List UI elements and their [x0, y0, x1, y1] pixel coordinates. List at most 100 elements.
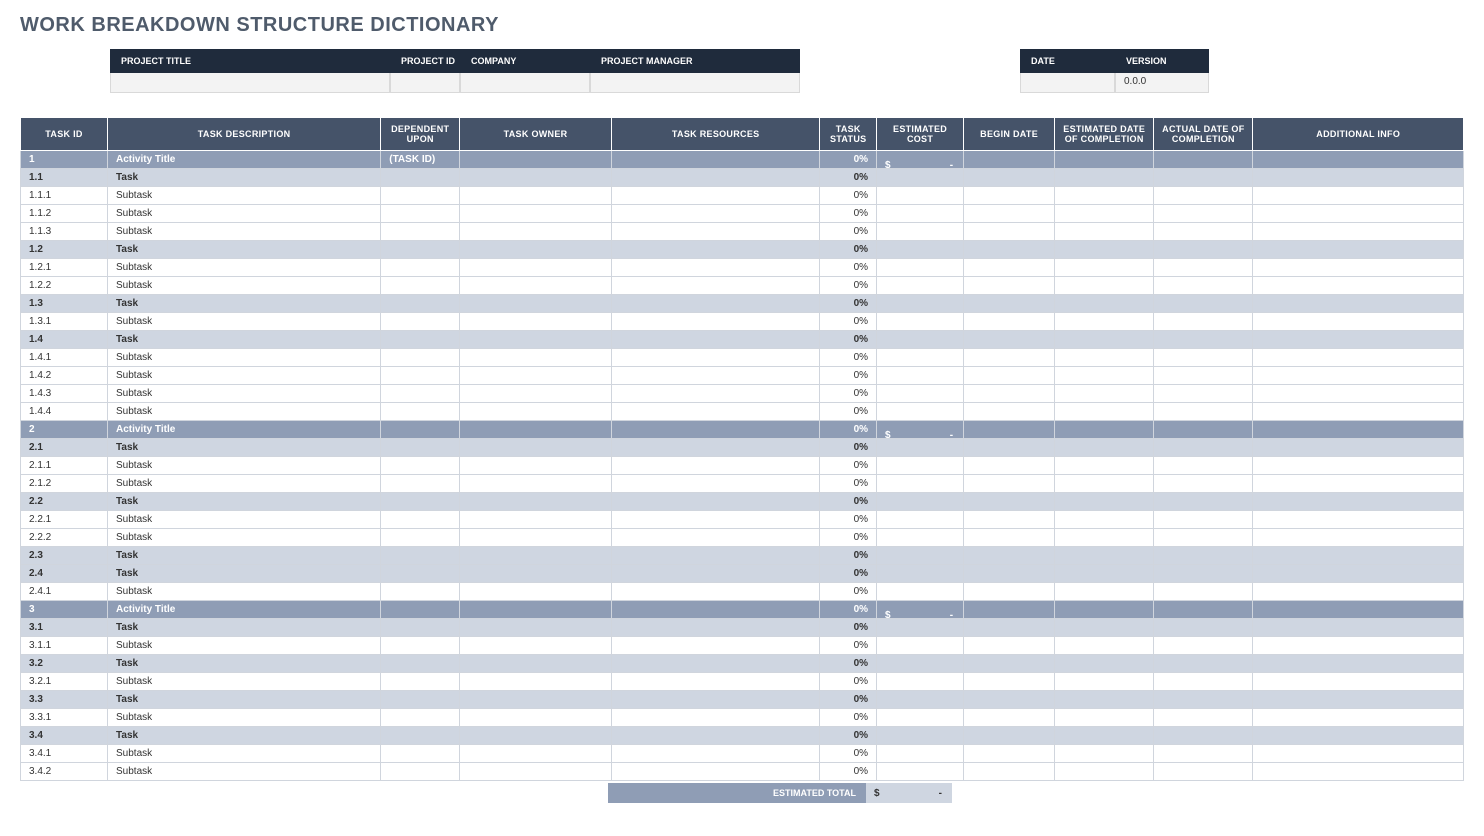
- additional-info-cell[interactable]: [1253, 349, 1464, 367]
- task-owner-cell[interactable]: [460, 421, 612, 439]
- estimated-cost-cell[interactable]: [877, 529, 964, 547]
- task-status-cell[interactable]: 0%: [820, 565, 877, 583]
- begin-date-cell[interactable]: [964, 583, 1055, 601]
- task-owner-cell[interactable]: [460, 295, 612, 313]
- additional-info-cell[interactable]: [1253, 295, 1464, 313]
- begin-date-cell[interactable]: [964, 709, 1055, 727]
- dependent-upon-cell[interactable]: [381, 565, 460, 583]
- estimated-cost-cell[interactable]: [877, 511, 964, 529]
- begin-date-cell[interactable]: [964, 655, 1055, 673]
- task-id-cell[interactable]: 2.2: [21, 493, 108, 511]
- additional-info-cell[interactable]: [1253, 547, 1464, 565]
- task-description-cell[interactable]: Task: [108, 619, 381, 637]
- begin-date-cell[interactable]: [964, 151, 1055, 169]
- task-description-cell[interactable]: Task: [108, 169, 381, 187]
- begin-date-cell[interactable]: [964, 619, 1055, 637]
- task-description-cell[interactable]: Subtask: [108, 367, 381, 385]
- task-id-cell[interactable]: 3.4.1: [21, 745, 108, 763]
- begin-date-cell[interactable]: [964, 367, 1055, 385]
- est-completion-cell[interactable]: [1055, 511, 1154, 529]
- estimated-cost-cell[interactable]: [877, 727, 964, 745]
- begin-date-cell[interactable]: [964, 601, 1055, 619]
- task-owner-cell[interactable]: [460, 763, 612, 781]
- task-owner-cell[interactable]: [460, 403, 612, 421]
- task-description-cell[interactable]: Task: [108, 727, 381, 745]
- table-row[interactable]: 3.2Task0%: [21, 655, 1464, 673]
- task-status-cell[interactable]: 0%: [820, 439, 877, 457]
- actual-completion-cell[interactable]: [1154, 583, 1253, 601]
- task-id-cell[interactable]: 1.1: [21, 169, 108, 187]
- task-description-cell[interactable]: Activity Title: [108, 601, 381, 619]
- task-resources-cell[interactable]: [611, 763, 819, 781]
- begin-date-cell[interactable]: [964, 565, 1055, 583]
- task-owner-cell[interactable]: [460, 727, 612, 745]
- task-status-cell[interactable]: 0%: [820, 673, 877, 691]
- est-completion-cell[interactable]: [1055, 655, 1154, 673]
- dependent-upon-cell[interactable]: [381, 187, 460, 205]
- task-owner-cell[interactable]: [460, 277, 612, 295]
- table-row[interactable]: 1.4Task0%: [21, 331, 1464, 349]
- task-description-cell[interactable]: Subtask: [108, 223, 381, 241]
- info-cell-value[interactable]: [390, 73, 460, 93]
- dependent-upon-cell[interactable]: [381, 403, 460, 421]
- task-status-cell[interactable]: 0%: [820, 187, 877, 205]
- actual-completion-cell[interactable]: [1154, 349, 1253, 367]
- actual-completion-cell[interactable]: [1154, 493, 1253, 511]
- task-id-cell[interactable]: 3.1: [21, 619, 108, 637]
- task-description-cell[interactable]: Task: [108, 565, 381, 583]
- begin-date-cell[interactable]: [964, 637, 1055, 655]
- additional-info-cell[interactable]: [1253, 277, 1464, 295]
- task-id-cell[interactable]: 2: [21, 421, 108, 439]
- additional-info-cell[interactable]: [1253, 151, 1464, 169]
- begin-date-cell[interactable]: [964, 493, 1055, 511]
- task-status-cell[interactable]: 0%: [820, 619, 877, 637]
- dependent-upon-cell[interactable]: [381, 223, 460, 241]
- task-id-cell[interactable]: 2.2.2: [21, 529, 108, 547]
- task-description-cell[interactable]: Activity Title: [108, 151, 381, 169]
- task-description-cell[interactable]: Subtask: [108, 475, 381, 493]
- info-cell-value[interactable]: 0.0.0: [1115, 73, 1209, 93]
- task-description-cell[interactable]: Subtask: [108, 673, 381, 691]
- estimated-cost-cell[interactable]: [877, 475, 964, 493]
- est-completion-cell[interactable]: [1055, 691, 1154, 709]
- task-description-cell[interactable]: Subtask: [108, 205, 381, 223]
- begin-date-cell[interactable]: [964, 385, 1055, 403]
- begin-date-cell[interactable]: [964, 691, 1055, 709]
- estimated-cost-cell[interactable]: [877, 295, 964, 313]
- estimated-cost-cell[interactable]: [877, 637, 964, 655]
- begin-date-cell[interactable]: [964, 349, 1055, 367]
- estimated-cost-cell[interactable]: [877, 439, 964, 457]
- est-completion-cell[interactable]: [1055, 601, 1154, 619]
- task-resources-cell[interactable]: [611, 709, 819, 727]
- est-completion-cell[interactable]: [1055, 475, 1154, 493]
- task-owner-cell[interactable]: [460, 655, 612, 673]
- task-owner-cell[interactable]: [460, 529, 612, 547]
- task-id-cell[interactable]: 1.4.4: [21, 403, 108, 421]
- estimated-cost-cell[interactable]: [877, 673, 964, 691]
- task-owner-cell[interactable]: [460, 349, 612, 367]
- table-row[interactable]: 2.2.1Subtask0%: [21, 511, 1464, 529]
- task-owner-cell[interactable]: [460, 205, 612, 223]
- est-completion-cell[interactable]: [1055, 637, 1154, 655]
- estimated-cost-cell[interactable]: [877, 547, 964, 565]
- task-resources-cell[interactable]: [611, 385, 819, 403]
- task-owner-cell[interactable]: [460, 241, 612, 259]
- estimated-cost-cell[interactable]: [877, 205, 964, 223]
- estimated-cost-cell[interactable]: [877, 169, 964, 187]
- task-resources-cell[interactable]: [611, 619, 819, 637]
- task-id-cell[interactable]: 3.3: [21, 691, 108, 709]
- task-resources-cell[interactable]: [611, 601, 819, 619]
- estimated-cost-cell[interactable]: $-: [877, 601, 964, 619]
- task-resources-cell[interactable]: [611, 259, 819, 277]
- est-completion-cell[interactable]: [1055, 349, 1154, 367]
- additional-info-cell[interactable]: [1253, 187, 1464, 205]
- table-row[interactable]: 1.3Task0%: [21, 295, 1464, 313]
- task-id-cell[interactable]: 1.2.2: [21, 277, 108, 295]
- begin-date-cell[interactable]: [964, 475, 1055, 493]
- actual-completion-cell[interactable]: [1154, 385, 1253, 403]
- task-resources-cell[interactable]: [611, 331, 819, 349]
- additional-info-cell[interactable]: [1253, 763, 1464, 781]
- task-owner-cell[interactable]: [460, 619, 612, 637]
- task-owner-cell[interactable]: [460, 565, 612, 583]
- task-status-cell[interactable]: 0%: [820, 457, 877, 475]
